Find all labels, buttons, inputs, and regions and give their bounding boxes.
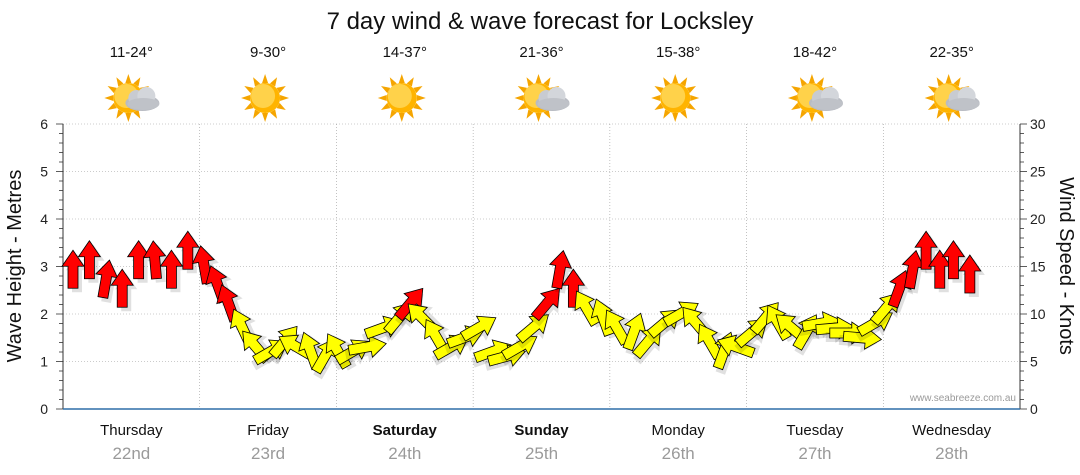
day-name: Wednesday bbox=[912, 422, 991, 439]
sun-shape bbox=[241, 74, 290, 122]
right-tick-label: 15 bbox=[1030, 259, 1046, 275]
left-tick-label: 5 bbox=[40, 164, 48, 180]
weather-day: 14-37° bbox=[377, 44, 427, 122]
wind-arrow bbox=[515, 314, 549, 349]
wind-arrow-shape bbox=[77, 240, 102, 280]
right-tick-label: 25 bbox=[1030, 164, 1046, 180]
right-tick-label: 20 bbox=[1030, 211, 1046, 227]
partly-cloudy-icon bbox=[104, 74, 160, 122]
temperature-range: 14-37° bbox=[383, 44, 427, 61]
wind-arrow bbox=[941, 240, 969, 283]
wind-arrow-shape bbox=[574, 290, 601, 328]
sun-icon bbox=[651, 74, 700, 122]
grid-lines bbox=[63, 123, 1020, 409]
wind-arrow-series bbox=[61, 230, 985, 380]
credit-text: www.seabreeze.com.au bbox=[909, 393, 1016, 404]
temperature-range: 15-38° bbox=[656, 44, 700, 61]
sun-shape bbox=[377, 74, 426, 122]
left-tick-label: 3 bbox=[40, 259, 48, 275]
temperature-range: 18-42° bbox=[793, 44, 837, 61]
wind-arrow-shape bbox=[176, 230, 200, 270]
sun-icon bbox=[377, 74, 426, 122]
temperature-range: 22-35° bbox=[929, 44, 973, 61]
wind-arrow-shape bbox=[459, 315, 497, 342]
right-axis-ticks: 0 5 10 15 20 25 30 bbox=[1020, 116, 1046, 417]
day-name: Sunday bbox=[514, 422, 569, 439]
left-tick-label: 4 bbox=[40, 211, 48, 227]
day-date: 24th bbox=[388, 444, 421, 463]
day-date: 23rd bbox=[251, 444, 285, 463]
wind-arrow-shape bbox=[159, 249, 184, 289]
wind-arrow-shape bbox=[941, 240, 966, 280]
wind-arrow-shape bbox=[110, 268, 134, 308]
partly-cloudy-icon bbox=[924, 74, 980, 122]
day-name: Tuesday bbox=[786, 422, 843, 439]
right-tick-label: 0 bbox=[1030, 401, 1038, 417]
left-tick-label: 0 bbox=[40, 401, 48, 417]
y-axis-label: Wave Height - Metres bbox=[4, 170, 26, 363]
wind-arrow bbox=[838, 326, 883, 353]
wind-arrow-shape bbox=[717, 334, 756, 359]
temperature-range: 11-24° bbox=[110, 44, 153, 61]
wind-arrow bbox=[548, 249, 575, 294]
temperature-range: 21-36° bbox=[519, 44, 563, 61]
left-tick-label: 1 bbox=[40, 354, 48, 370]
weather-row: 11-24° 9-30° 14-37° 21-36° 15-38° 18-42° 22-35… bbox=[104, 44, 980, 122]
day-labels: Thursday 22nd Friday 23rd Saturday 24th Sunday… bbox=[100, 422, 992, 463]
weather-day: 21-36° bbox=[514, 44, 570, 122]
wind-arrow bbox=[914, 230, 942, 274]
wind-arrow-shape bbox=[142, 240, 167, 280]
day-date: 28th bbox=[935, 444, 968, 463]
weather-day: 15-38° bbox=[651, 44, 700, 122]
day-date: 25th bbox=[525, 444, 558, 463]
wind-arrow bbox=[61, 249, 88, 293]
wind-arrow bbox=[159, 249, 187, 293]
right-tick-label: 5 bbox=[1030, 354, 1038, 370]
wind-arrow bbox=[142, 240, 170, 283]
day-date: 22nd bbox=[112, 444, 150, 463]
day-name: Thursday bbox=[100, 422, 163, 439]
wind-arrow bbox=[110, 268, 138, 312]
wind-arrow bbox=[622, 312, 648, 356]
weather-day: 11-24° bbox=[104, 44, 160, 122]
day-date: 27th bbox=[798, 444, 831, 463]
left-tick-label: 2 bbox=[40, 306, 48, 322]
wind-arrow-shape bbox=[530, 287, 560, 322]
day-name: Monday bbox=[652, 422, 706, 439]
wind-arrow-shape bbox=[958, 254, 982, 294]
right-tick-label: 30 bbox=[1030, 116, 1046, 132]
left-tick-label: 6 bbox=[40, 116, 48, 132]
day-date: 26th bbox=[662, 444, 695, 463]
sun-icon bbox=[241, 74, 290, 122]
left-axis-ticks: 0 1 2 3 4 5 6 bbox=[40, 116, 63, 417]
temperature-range: 9-30° bbox=[250, 44, 286, 61]
day-name: Saturday bbox=[373, 422, 438, 439]
day-name: Friday bbox=[247, 422, 289, 439]
wind-arrow-shape bbox=[61, 249, 85, 289]
sun-shape bbox=[651, 74, 700, 122]
weather-day: 22-35° bbox=[924, 44, 980, 122]
weather-day: 9-30° bbox=[241, 44, 290, 122]
wind-arrow-shape bbox=[515, 314, 549, 344]
wind-arrow-shape bbox=[887, 269, 912, 309]
wind-arrow bbox=[77, 240, 105, 283]
wind-arrow-shape bbox=[561, 268, 586, 308]
chart-title: 7 day wind & wave forecast for Locksley bbox=[327, 8, 754, 35]
wind-arrow bbox=[176, 230, 203, 274]
y2-axis-label: Wind Speed - Knots bbox=[1055, 177, 1077, 355]
wind-arrow-shape bbox=[548, 249, 573, 290]
wind-arrow-shape bbox=[914, 230, 938, 270]
wind-arrow bbox=[530, 287, 561, 327]
weather-day: 18-42° bbox=[787, 44, 843, 122]
partly-cloudy-icon bbox=[514, 74, 570, 122]
wind-arrow bbox=[458, 315, 497, 347]
partly-cloudy-icon bbox=[787, 74, 843, 122]
wind-arrow bbox=[958, 254, 985, 297]
right-tick-label: 10 bbox=[1030, 306, 1046, 322]
